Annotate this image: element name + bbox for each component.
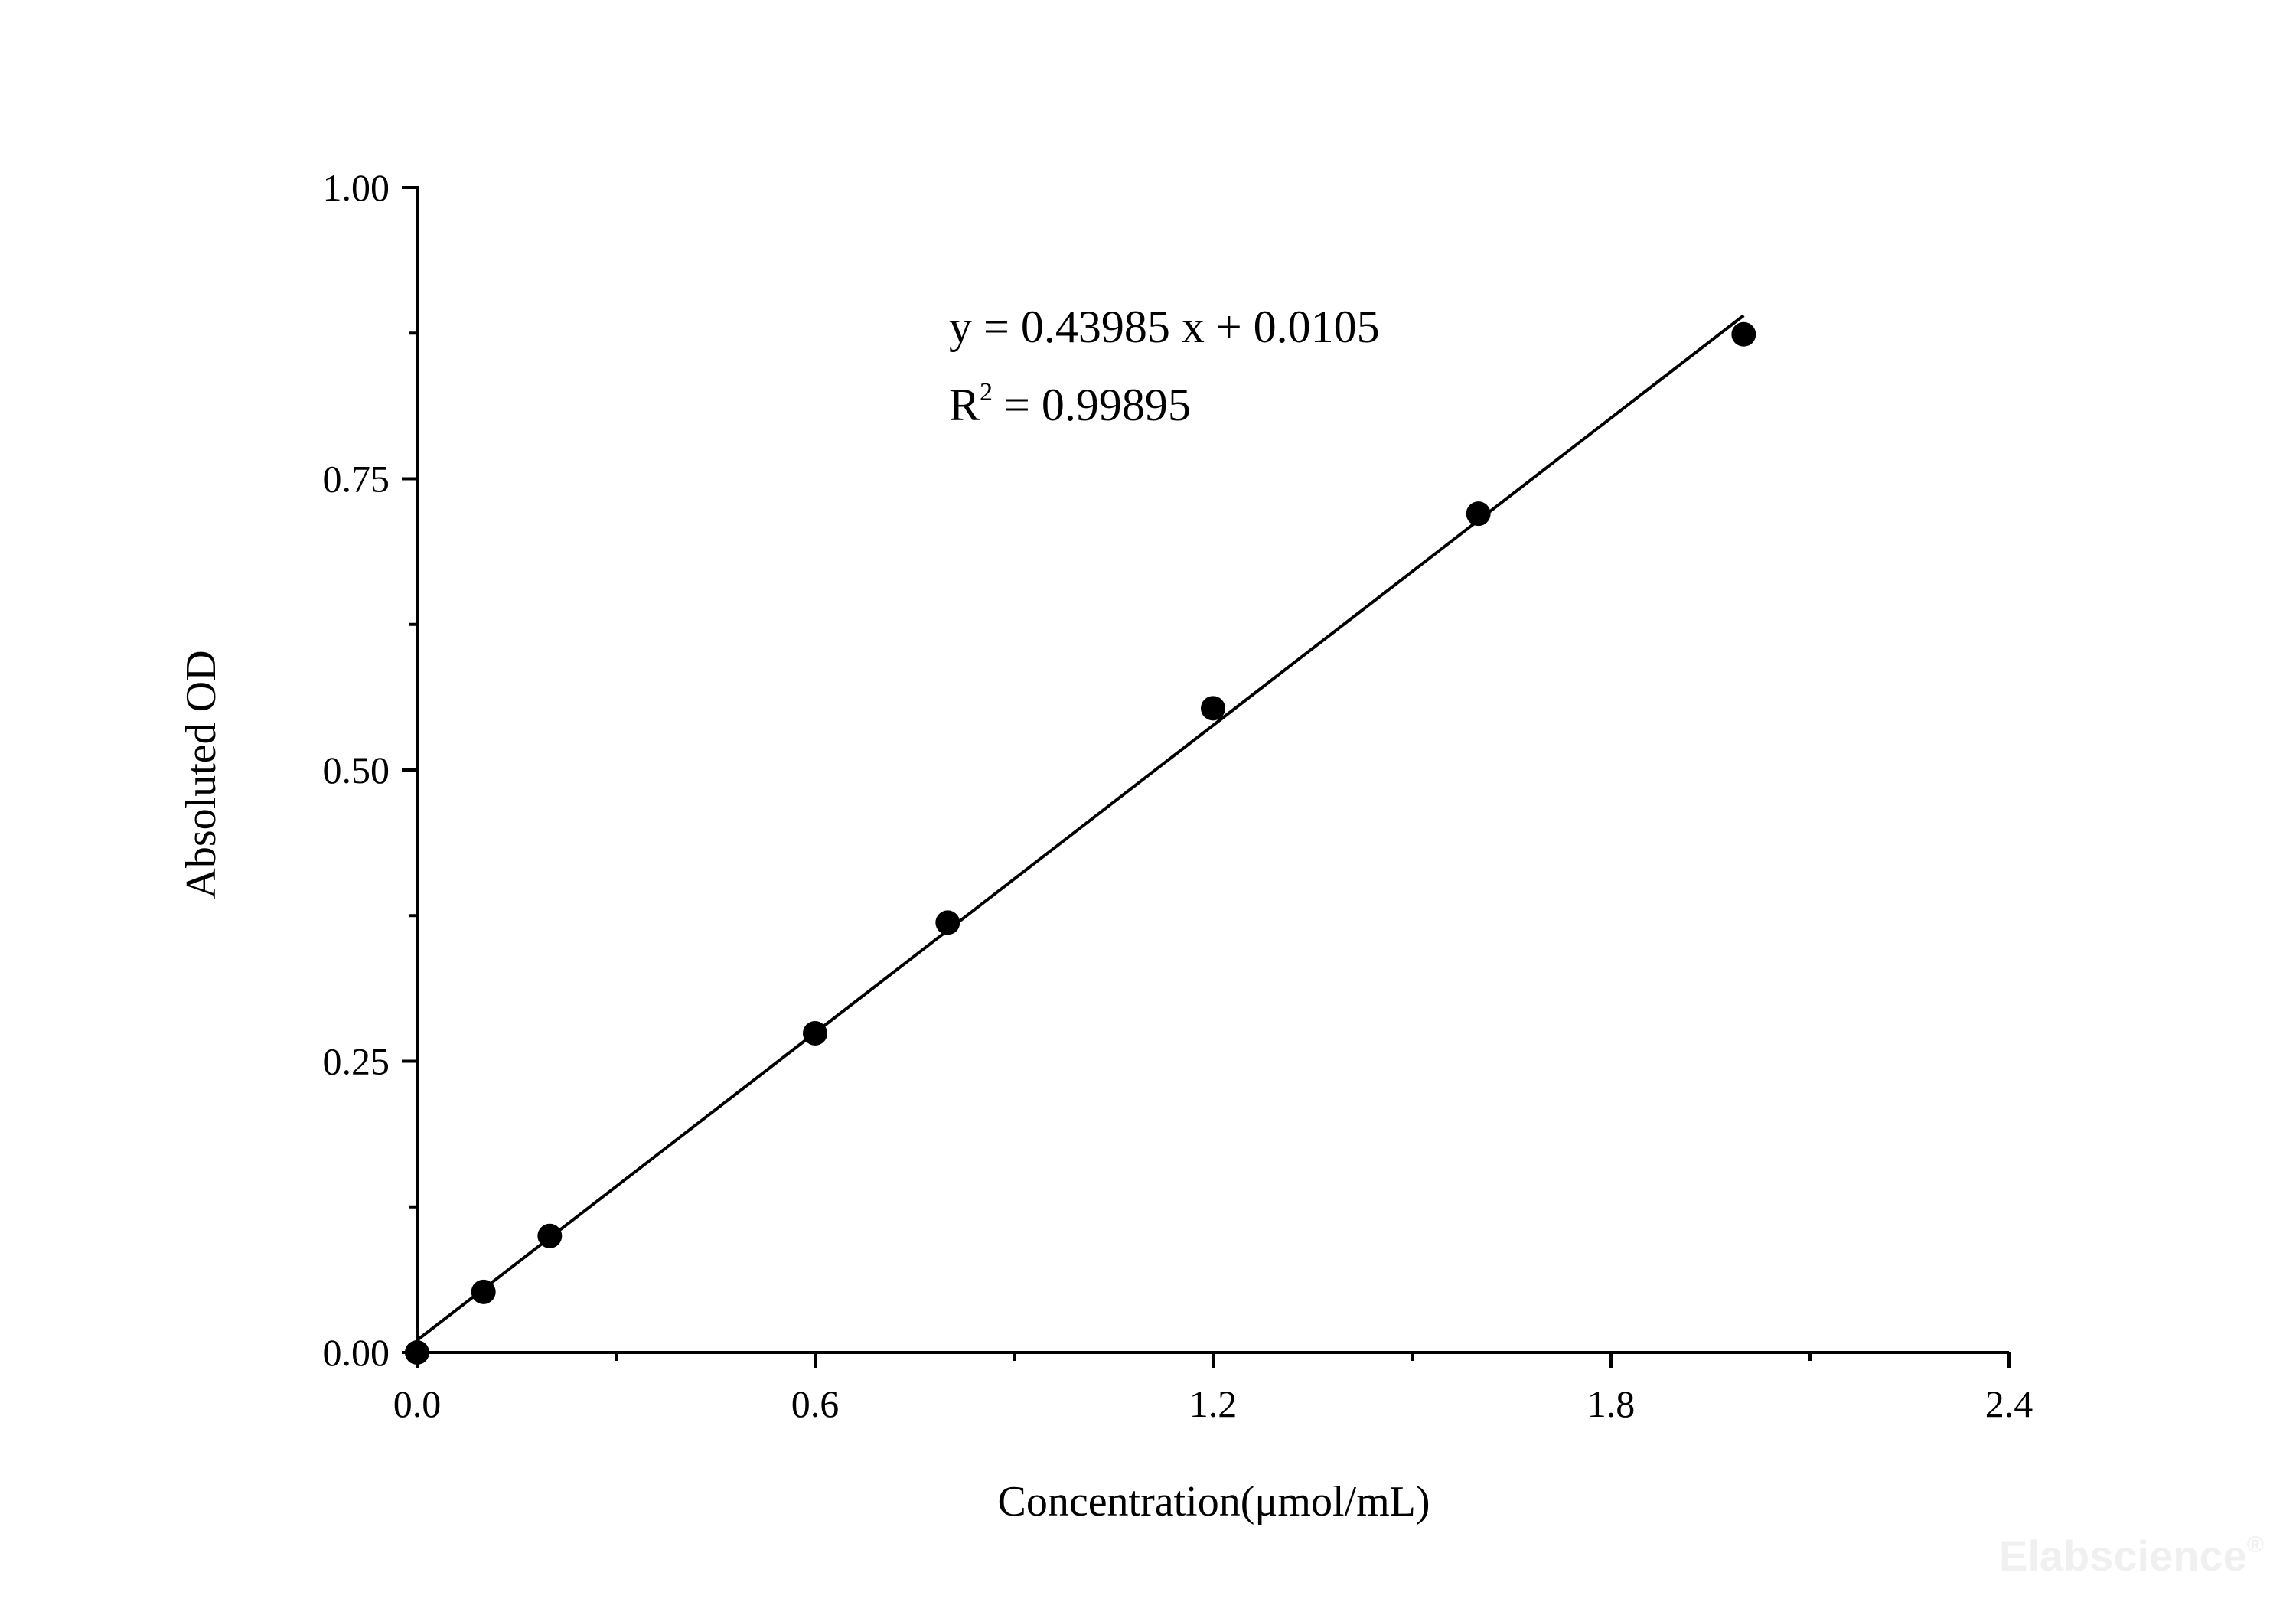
- data-point: [1201, 696, 1225, 721]
- fit-line-group: [416, 314, 1745, 1342]
- x-axis-title: Concentration(μmol/mL): [997, 1478, 1430, 1525]
- data-point: [471, 1279, 496, 1304]
- data-point: [1731, 321, 1756, 347]
- data-points-group: [405, 321, 1756, 1365]
- x-tick-label: 2.4: [1985, 1382, 2033, 1425]
- watermark-mark: ®: [2247, 1532, 2264, 1558]
- y-tick-label: 0.25: [323, 1040, 390, 1083]
- data-point: [935, 910, 960, 935]
- x-tick-label: 1.2: [1189, 1382, 1238, 1425]
- x-tick-label: 0.0: [393, 1382, 442, 1425]
- r-squared-prefix: R: [949, 380, 980, 430]
- watermark-text: Elabscience: [1999, 1532, 2247, 1580]
- data-point: [537, 1223, 563, 1248]
- x-tick-label: 0.6: [791, 1382, 840, 1425]
- y-tick-label: 0.50: [323, 749, 390, 791]
- y-tick-label: 0.00: [323, 1331, 390, 1374]
- fit-equation-annotation: y = 0.43985 x + 0.0105: [949, 302, 1380, 352]
- y-tick-label: 1.00: [323, 166, 390, 209]
- data-point: [1466, 501, 1491, 527]
- axes-group: 0.0 0.6 1.2 1.8 2.4 0.00 0.25 0.50 0.75 1.00: [323, 166, 2033, 1425]
- y-tick-label: 0.75: [323, 458, 390, 501]
- x-tick-label: 1.8: [1587, 1382, 1636, 1425]
- r-squared-superscript: 2: [980, 378, 993, 406]
- data-point: [405, 1340, 429, 1365]
- data-point: [803, 1020, 827, 1046]
- watermark-logo: Elabscience®: [1999, 1532, 2264, 1580]
- fit-line: [416, 314, 1745, 1342]
- y-axis-title: Absoluted OD: [178, 650, 225, 899]
- r-squared-value: = 0.99895: [993, 380, 1191, 430]
- r-squared-annotation: R2 = 0.99895: [949, 378, 1191, 430]
